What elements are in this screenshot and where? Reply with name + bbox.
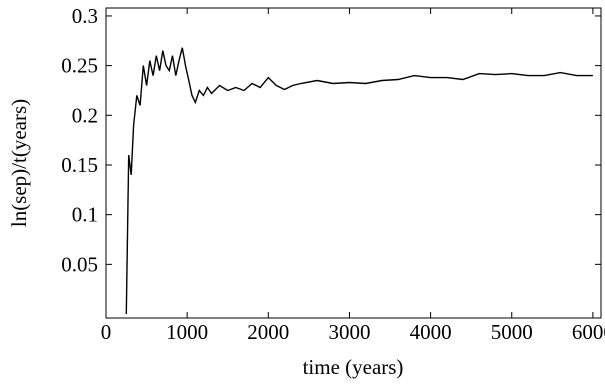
x-tick-label: 0 [101,320,112,344]
y-tick-label: 0.1 [72,203,98,227]
y-tick-label: 0.15 [61,153,98,177]
y-tick-label: 0.05 [61,252,98,276]
y-tick-label: 0.2 [72,103,98,127]
plot-frame [105,7,602,319]
y-axis-label: ln(sep)/t(years) [7,99,31,227]
y-tick-label: 0.25 [61,54,98,78]
x-tick-label: 1000 [166,320,208,344]
x-tick-label: 5000 [491,320,533,344]
data-line [125,47,593,315]
x-tick-label: 4000 [410,320,452,344]
x-tick-label: 3000 [328,320,370,344]
y-tick-label: 0.3 [72,4,98,28]
x-axis-label: time (years) [303,355,404,379]
x-tick-label: 2000 [247,320,289,344]
